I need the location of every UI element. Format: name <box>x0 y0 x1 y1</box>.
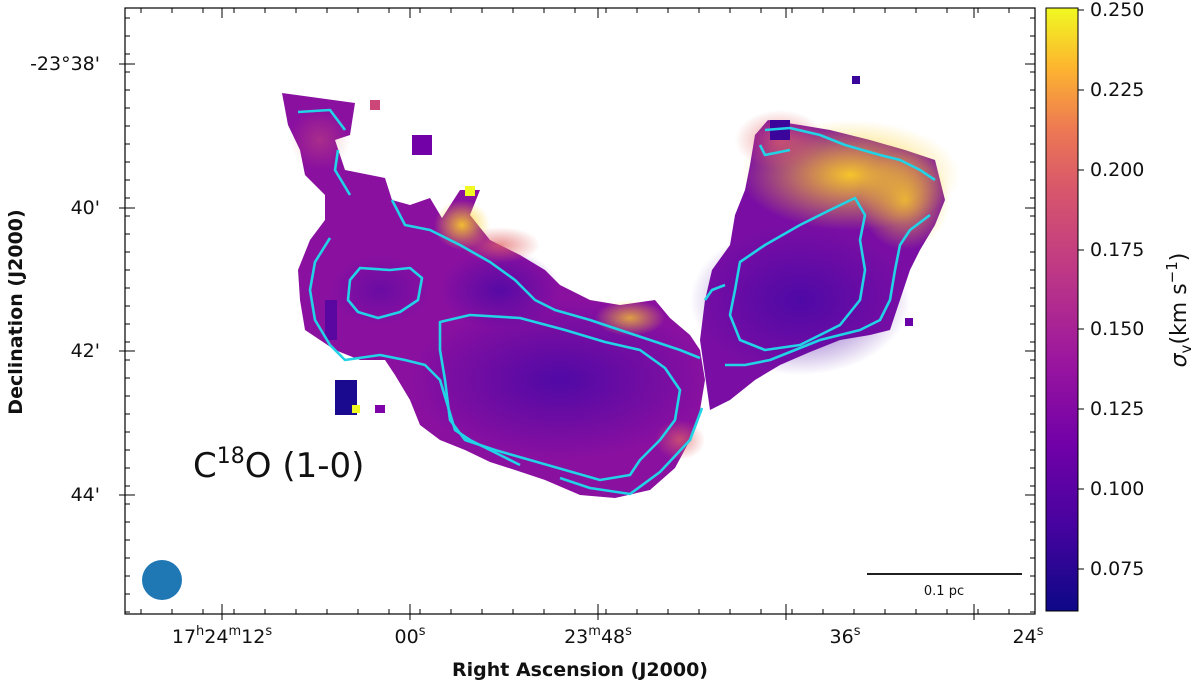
contour-left-core <box>346 266 424 320</box>
colorbar-tick-label: 0.225 <box>1090 79 1144 101</box>
emission-blob <box>375 405 385 413</box>
contour-right-outer <box>703 126 936 367</box>
beam-ellipse <box>142 560 182 600</box>
axis-ticks <box>119 8 1035 620</box>
contour-outer <box>297 108 704 496</box>
contour-right-core <box>728 196 867 352</box>
molecule-annotation: C18O (1-0) <box>193 444 364 486</box>
emission-blob <box>325 300 337 340</box>
emission-blob <box>852 76 860 84</box>
emission-blob <box>370 100 380 110</box>
scale-bar-label: 0.1 pc <box>924 584 964 599</box>
colorbar-label: σv(km s−1) <box>1163 253 1195 368</box>
x-axis-label: Right Ascension (J2000) <box>452 659 708 681</box>
heatmap-region <box>282 76 960 498</box>
y-tick-label: 40' <box>71 197 100 219</box>
colorbar-tick-label: 0.175 <box>1090 239 1144 261</box>
colorbar-tick-label: 0.125 <box>1090 398 1144 420</box>
x-tick-label: 17h24m12s <box>172 624 272 648</box>
y-tick-label: 42' <box>71 340 100 362</box>
contour-outer-top <box>390 199 701 360</box>
colorbar-tick-label: 0.100 <box>1090 478 1144 500</box>
colorbar-tick-label: 0.150 <box>1090 318 1144 340</box>
contour-central-core <box>438 313 682 482</box>
colorbar-ticks <box>1078 9 1084 570</box>
emission-blob <box>905 318 913 326</box>
colorbar-tick-label: 0.250 <box>1090 0 1144 21</box>
y-axis-label: Declination (J2000) <box>5 209 27 414</box>
y-tick-label: 44' <box>71 484 100 506</box>
colorbar <box>1045 7 1079 612</box>
x-tick-label: 24s <box>1013 624 1044 648</box>
emission-blob <box>412 135 432 155</box>
contours <box>297 108 936 496</box>
emission-blob <box>352 405 360 413</box>
x-tick-label: 23m48s <box>564 624 632 648</box>
colorbar-tick-label: 0.075 <box>1090 558 1144 580</box>
x-tick-label: 00s <box>395 624 426 648</box>
emission-blob <box>335 380 357 415</box>
y-tick-label: -23°38' <box>30 53 100 75</box>
x-tick-label: 36s <box>830 624 861 648</box>
colorbar-tick-label: 0.200 <box>1090 159 1144 181</box>
